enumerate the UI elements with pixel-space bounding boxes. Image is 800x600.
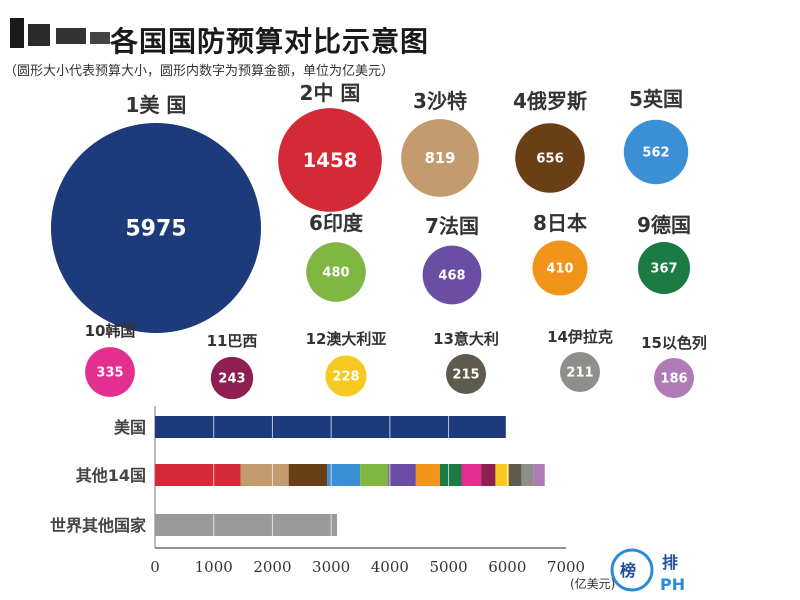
bubble-label-2: 2中 国 xyxy=(300,81,361,105)
bubble-15 xyxy=(654,358,694,398)
bubble-label-14: 14伊拉克 xyxy=(547,328,613,346)
watermark-tail: PH xyxy=(660,575,685,594)
bubble-3 xyxy=(401,119,479,197)
bubble-value-10: 335 xyxy=(96,366,123,381)
bubble-1 xyxy=(51,123,261,333)
bubble-value-2: 1458 xyxy=(303,149,358,172)
bubble-11 xyxy=(210,356,254,400)
bar-segment-1-11 xyxy=(508,464,522,486)
x-tick-label-7: 7000 xyxy=(547,558,585,576)
bubble-10 xyxy=(85,347,135,397)
bubble-label-15: 15以色列 xyxy=(641,334,707,352)
bubble-8 xyxy=(532,240,588,296)
bar-segment-0-0 xyxy=(155,416,506,438)
bubble-label-11: 11巴西 xyxy=(207,332,258,350)
bar-segment-1-10 xyxy=(495,464,509,486)
bar-segment-1-12 xyxy=(521,464,534,486)
watermark-graphic: 榜 排 PH xyxy=(610,548,685,594)
bar-segment-1-1 xyxy=(240,464,289,486)
bar-segment-1-2 xyxy=(288,464,328,486)
logo-blocks-graphic xyxy=(10,18,110,48)
x-axis-unit: (亿美元) xyxy=(570,576,615,591)
x-tick-label-0: 0 xyxy=(150,558,160,576)
bar-segment-1-3 xyxy=(327,464,361,486)
x-tick-label-2: 2000 xyxy=(253,558,291,576)
bubble-5 xyxy=(623,119,689,185)
bubble-13 xyxy=(446,354,486,394)
bubble-4 xyxy=(515,123,585,193)
chart-title: 各国国防预算对比示意图 xyxy=(110,25,430,58)
chart-subtitle: （圆形大小代表预算大小，圆形内数字为预算金额，单位为亿美元） xyxy=(4,64,395,79)
bubble-label-7: 7法国 xyxy=(425,214,479,238)
bar-segment-1-4 xyxy=(360,464,389,486)
bubble-value-5: 562 xyxy=(642,146,669,161)
x-tick-label-5: 5000 xyxy=(429,558,467,576)
bar-category-label-2: 世界其他国家 xyxy=(50,516,147,535)
bubble-value-9: 367 xyxy=(650,262,677,277)
watermark-logo: 榜 排 PH xyxy=(608,544,700,594)
bubble-value-4: 656 xyxy=(536,152,564,167)
bubble-value-15: 186 xyxy=(660,372,687,387)
bubble-value-1: 5975 xyxy=(125,217,186,242)
bar-segment-1-5 xyxy=(388,464,416,486)
bubble-label-9: 9德国 xyxy=(637,213,691,237)
bubble-value-11: 243 xyxy=(218,372,245,387)
bubble-label-1: 1美 国 xyxy=(126,93,187,117)
watermark-bottom: 排 xyxy=(662,553,678,572)
bubble-9 xyxy=(637,241,691,295)
bubble-value-6: 480 xyxy=(322,266,349,281)
x-tick-label-6: 6000 xyxy=(488,558,526,576)
bubble-value-8: 410 xyxy=(546,262,573,277)
bubble-label-5: 5英国 xyxy=(629,87,683,111)
bubble-value-12: 228 xyxy=(332,370,359,385)
bubble-7 xyxy=(422,245,482,305)
bar-category-label-1: 其他14国 xyxy=(76,466,146,485)
x-tick-label-4: 4000 xyxy=(371,558,409,576)
bubble-value-3: 819 xyxy=(425,150,456,167)
bubble-value-7: 468 xyxy=(438,269,465,284)
bubble-label-8: 8日本 xyxy=(533,211,587,235)
bubble-chart: 5975 1美 国 1458 2中 国 819 3沙特 656 4俄罗斯 562 5英国 480 6印… xyxy=(51,81,707,400)
bar-segment-1-13 xyxy=(533,464,545,486)
bubble-value-14: 211 xyxy=(566,366,593,381)
bar-segment-2-0 xyxy=(155,514,338,536)
bubble-2 xyxy=(278,108,382,212)
bubble-label-6: 6印度 xyxy=(309,211,364,235)
bubble-value-13: 215 xyxy=(452,368,479,383)
bubble-14 xyxy=(560,352,600,392)
x-tick-label-3: 3000 xyxy=(312,558,350,576)
bubble-label-4: 4俄罗斯 xyxy=(513,89,587,113)
watermark-top: 榜 xyxy=(620,561,636,580)
bar-segment-1-8 xyxy=(461,464,482,486)
bubble-label-3: 3沙特 xyxy=(413,89,467,113)
bubble-6 xyxy=(306,242,366,302)
bubble-label-13: 13意大利 xyxy=(433,330,499,348)
bar-segment-1-6 xyxy=(415,464,440,486)
bubble-12 xyxy=(325,355,367,397)
bubble-label-10: 10韩国 xyxy=(85,322,136,340)
logo-blocks xyxy=(6,14,116,54)
x-tick-label-1: 1000 xyxy=(195,558,233,576)
bar-segment-1-7 xyxy=(439,464,462,486)
bar-category-label-0: 美国 xyxy=(114,418,146,437)
bar-segment-1-9 xyxy=(481,464,496,486)
bar-segment-1-0 xyxy=(155,464,241,486)
bubble-label-12: 12澳大利亚 xyxy=(306,330,387,348)
